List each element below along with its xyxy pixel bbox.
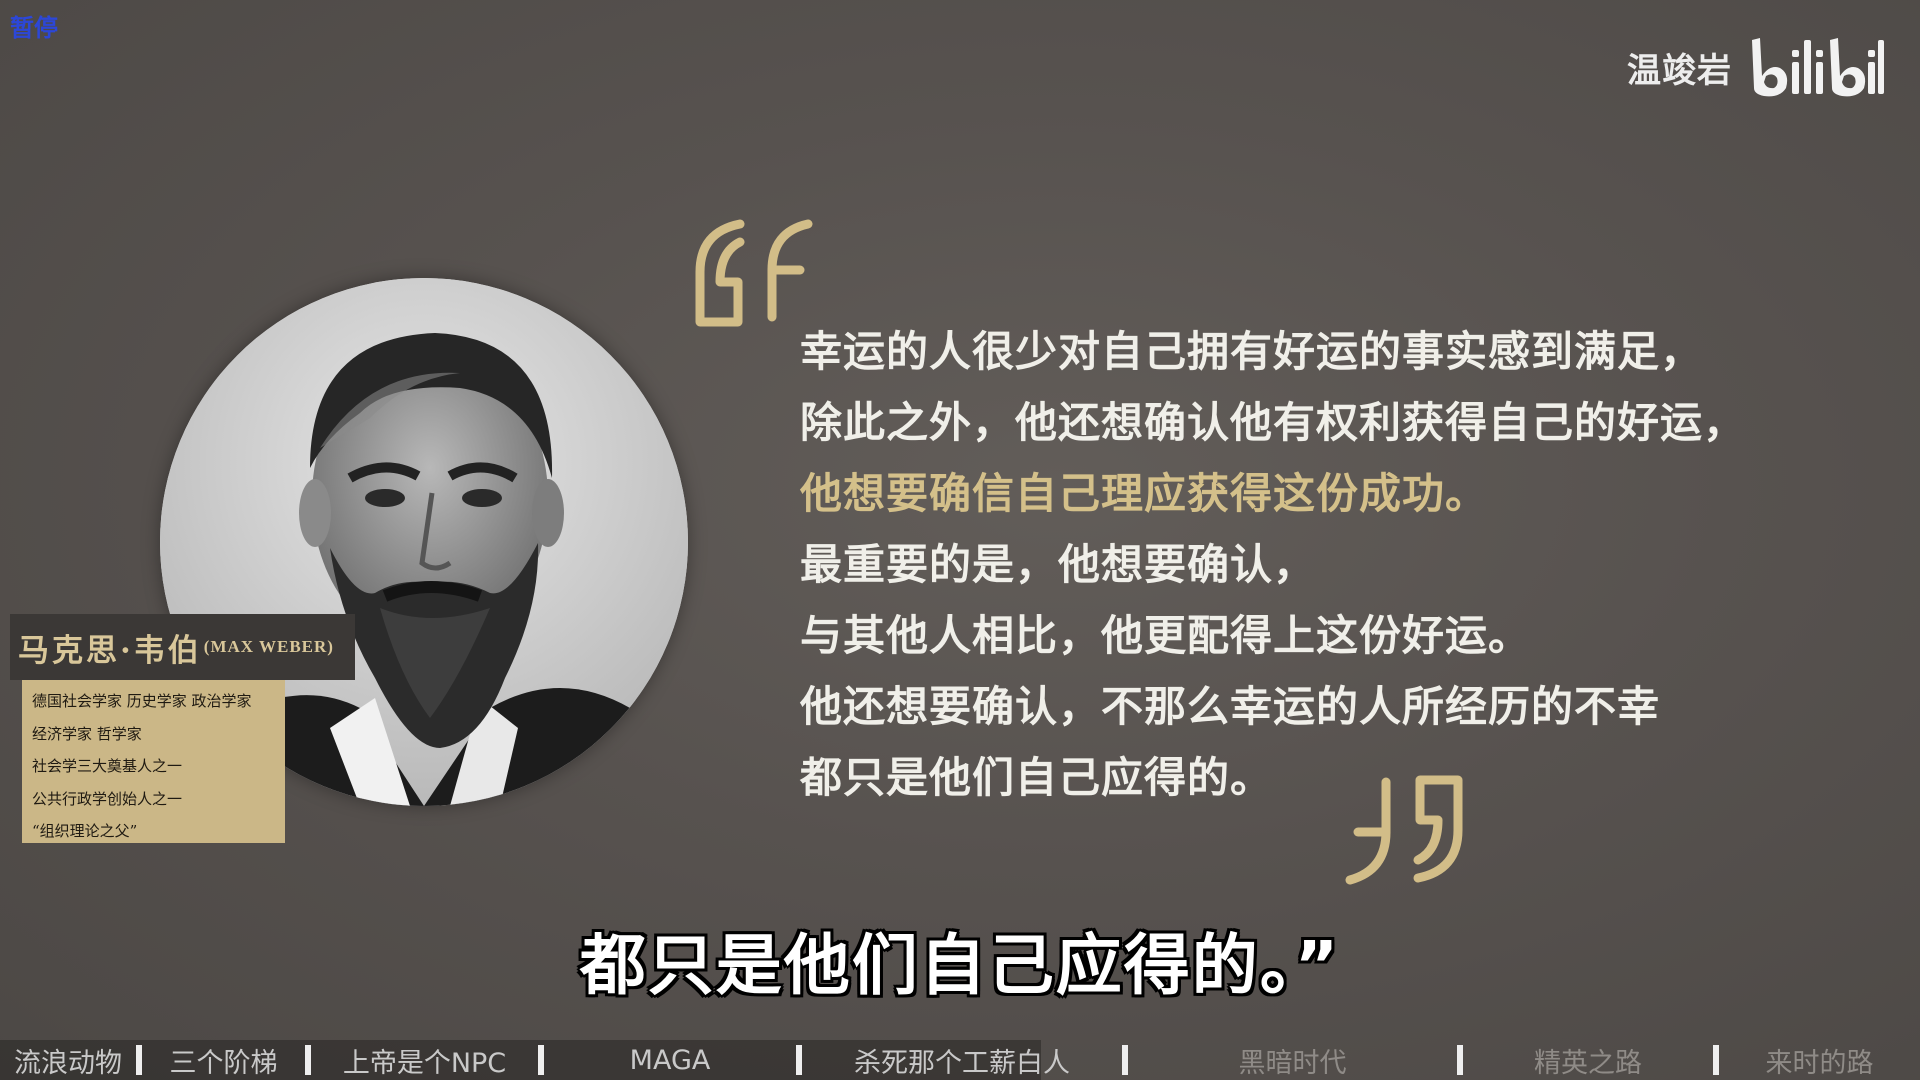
portrait-photo [160, 278, 688, 806]
person-titles-card: 德国社会学家 历史学家 政治学家 经济学家 哲学家 社会学三大奠基人之一 公共行… [22, 680, 285, 843]
chapter-divider [305, 1045, 311, 1075]
person-title: 社会学三大奠基人之一 [32, 757, 183, 775]
quote-line: 他还想要确认，不那么幸运的人所经历的不幸 [800, 682, 1661, 731]
chapter-label: MAGA [629, 1044, 711, 1076]
video-subtitle: 都只是他们自己应得的。” [579, 927, 1341, 1004]
person-title: 经济学家 哲学家 [32, 724, 142, 743]
portrait-image [160, 278, 688, 806]
chapter-divider [1713, 1045, 1719, 1075]
chapter-divider [136, 1045, 142, 1075]
chapter-item[interactable]: 三个阶梯 [142, 1040, 305, 1080]
chapter-item[interactable]: 精英之路 [1463, 1040, 1713, 1080]
bilibili-logo-icon [1752, 38, 1884, 97]
chapter-item-current[interactable]: 杀死那个工薪白人 [802, 1040, 1122, 1080]
chapter-label: 三个阶梯 [169, 1047, 278, 1079]
name-card: 马克思·韦伯 (MAX WEBER) [10, 614, 355, 680]
quote-line: 都只是他们自己应得的。 [800, 753, 1274, 802]
person-title: “组织理论之父” [32, 822, 138, 840]
watermark: 温竣岩 [1627, 32, 1886, 102]
chapter-divider [796, 1045, 802, 1075]
chapter-divider [1122, 1045, 1128, 1075]
chapter-item[interactable]: 流浪动物 [0, 1040, 136, 1080]
chapter-item[interactable]: MAGA [544, 1040, 796, 1080]
person-name-english: (MAX WEBER) [203, 637, 334, 656]
chapter-label: 杀死那个工薪白人 [854, 1047, 1070, 1079]
chapter-label: 黑暗时代 [1238, 1047, 1347, 1079]
chapter-item[interactable]: 来时的路 [1719, 1040, 1920, 1080]
chapter-divider [538, 1045, 544, 1075]
open-quote-icon [695, 219, 813, 327]
chapter-label: 上帝是个NPC [342, 1047, 507, 1079]
chapter-progress-fill [0, 1040, 1041, 1080]
person-name-chinese: 马克思·韦伯 [18, 632, 202, 669]
watermark-author: 温竣岩 [1627, 50, 1732, 91]
chapter-item[interactable]: 黑暗时代 [1128, 1040, 1457, 1080]
quote-line: 与其他人相比，他更配得上这份好运。 [800, 611, 1532, 660]
chapter-label: 流浪动物 [14, 1047, 122, 1079]
quote-line: 最重要的是，他想要确认， [800, 540, 1317, 589]
chapter-item[interactable]: 上帝是个NPC [311, 1040, 538, 1080]
chapter-label: 来时的路 [1765, 1047, 1874, 1079]
quote-block: 幸运的人很少对自己拥有好运的事实感到满足， 除此之外，他还想确认他有权利获得自己… [800, 316, 1746, 813]
quote-line: 幸运的人很少对自己拥有好运的事实感到满足， [800, 327, 1704, 376]
pause-indicator[interactable]: 暂停 [10, 14, 58, 42]
person-title: 德国社会学家 历史学家 政治学家 [32, 692, 252, 710]
quote-line: 除此之外，他还想确认他有权利获得自己的好运， [800, 398, 1747, 447]
close-quote-icon [1345, 775, 1463, 885]
chapter-label: 精英之路 [1534, 1047, 1642, 1079]
quote-line-highlight: 他想要确信自己理应获得这份成功。 [800, 469, 1489, 518]
chapter-divider [1457, 1045, 1463, 1075]
chapter-progress-bar[interactable]: 流浪动物 三个阶梯 上帝是个NPC MAGA 杀死那个工薪白人 黑暗时代 精英之… [0, 1040, 1920, 1080]
person-title: 公共行政学创始人之一 [32, 789, 183, 808]
